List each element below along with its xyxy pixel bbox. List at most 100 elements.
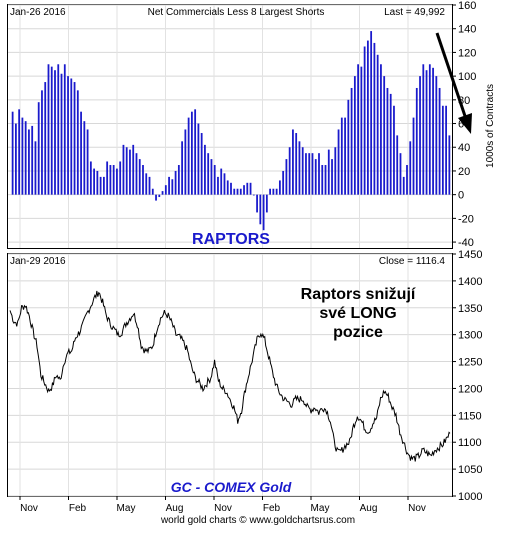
x-tick-label: Feb bbox=[69, 503, 87, 514]
raptors-bar bbox=[106, 161, 109, 195]
raptors-bar bbox=[402, 176, 405, 195]
raptors-bar bbox=[360, 66, 363, 195]
raptors-bar bbox=[112, 165, 115, 195]
raptors-bar bbox=[194, 109, 197, 195]
top-y-tick-label: 120 bbox=[458, 47, 476, 59]
raptors-bar bbox=[21, 117, 24, 195]
raptors-bar bbox=[132, 144, 135, 195]
raptors-bar bbox=[181, 141, 183, 195]
x-tick-label: Feb bbox=[263, 503, 281, 514]
raptors-bar bbox=[161, 191, 164, 195]
raptors-bar bbox=[422, 64, 425, 195]
raptors-bar bbox=[386, 87, 389, 195]
raptors-bar bbox=[298, 141, 301, 195]
bottom-x-axis-ticks: Nov Feb May Aug Nov Feb May Aug Nov bbox=[19, 496, 426, 514]
raptors-bar bbox=[262, 194, 265, 231]
top-last-value-label: Last = 49,992 bbox=[384, 7, 445, 18]
top-y-axis-label: 1000s of Contracts bbox=[485, 84, 496, 168]
raptors-bar bbox=[399, 153, 402, 195]
raptors-bar bbox=[435, 76, 438, 195]
raptors-bar bbox=[204, 144, 206, 195]
raptors-bar bbox=[220, 168, 223, 195]
raptors-bar bbox=[102, 176, 105, 195]
top-date-label: Jan-26 2016 bbox=[10, 7, 66, 18]
raptors-bar bbox=[223, 173, 226, 195]
bottom-date-label: Jan-29 2016 bbox=[10, 256, 66, 267]
raptors-bar bbox=[57, 64, 60, 195]
raptors-bar bbox=[406, 165, 408, 195]
raptors-bar bbox=[197, 123, 200, 195]
top-y-tick-label: 140 bbox=[458, 24, 476, 36]
raptors-bar bbox=[96, 170, 99, 195]
raptors-bar bbox=[73, 82, 76, 195]
raptors-bar bbox=[217, 176, 219, 195]
raptors-bar bbox=[70, 78, 73, 195]
overlay-text-block: Raptors snižují své LONG pozice bbox=[301, 286, 416, 341]
raptors-bar bbox=[380, 64, 382, 195]
raptors-bar bbox=[288, 147, 291, 195]
footer-credit: world gold charts © www.goldchartsrus.co… bbox=[160, 515, 355, 526]
raptors-bar bbox=[448, 135, 451, 195]
top-y-tick-label: 0 bbox=[458, 190, 464, 202]
overlay-line-1: Raptors snižují bbox=[301, 286, 416, 303]
raptors-bar bbox=[236, 188, 239, 195]
raptors-bar bbox=[249, 182, 252, 195]
bottom-panel-gridlines bbox=[8, 253, 452, 497]
raptors-bar bbox=[34, 141, 37, 195]
raptors-bar bbox=[292, 129, 294, 195]
raptors-bar bbox=[432, 67, 434, 195]
raptors-bars bbox=[11, 31, 451, 231]
bottom-y-tick-label: 1000 bbox=[458, 491, 482, 503]
raptors-bar bbox=[370, 31, 373, 195]
bottom-y-tick-label: 1200 bbox=[458, 383, 482, 395]
raptors-bar bbox=[210, 159, 213, 195]
raptors-bar bbox=[301, 147, 304, 195]
raptors-bar bbox=[174, 170, 177, 195]
raptors-bar bbox=[148, 176, 151, 195]
raptors-bar bbox=[63, 64, 66, 195]
raptors-bar bbox=[60, 73, 63, 195]
raptors-bar bbox=[93, 168, 95, 195]
raptors-bar bbox=[278, 180, 281, 195]
raptors-bar bbox=[409, 141, 412, 195]
raptors-bar bbox=[168, 176, 170, 195]
raptors-bar bbox=[269, 188, 271, 195]
raptors-bar bbox=[177, 165, 180, 195]
raptors-bar bbox=[311, 153, 314, 195]
raptors-bar bbox=[252, 194, 255, 196]
raptors-bar bbox=[135, 153, 138, 195]
raptors-bar bbox=[438, 87, 441, 195]
raptors-bar bbox=[334, 147, 337, 195]
raptors-bar bbox=[363, 46, 366, 195]
raptors-bar bbox=[18, 109, 21, 195]
overlay-line-2: své LONG bbox=[319, 305, 396, 322]
raptors-bar bbox=[265, 194, 268, 213]
raptors-bar bbox=[308, 153, 311, 195]
bottom-y-tick-label: 1050 bbox=[458, 464, 482, 476]
raptors-bar bbox=[376, 54, 379, 195]
raptors-bar bbox=[246, 182, 249, 195]
x-tick-label: Nov bbox=[408, 503, 426, 514]
top-y-tick-label: 20 bbox=[458, 166, 470, 178]
x-tick-label: May bbox=[311, 503, 330, 514]
raptors-bar bbox=[230, 182, 232, 195]
raptors-bar bbox=[340, 117, 343, 195]
raptors-bar bbox=[158, 194, 161, 198]
raptors-bar bbox=[151, 188, 154, 195]
top-y-tick-label: 160 bbox=[458, 0, 476, 12]
raptors-bar bbox=[445, 105, 447, 195]
raptors-bar bbox=[99, 176, 102, 195]
raptors-bar bbox=[41, 90, 43, 195]
gold-price-series bbox=[9, 290, 451, 462]
raptors-bar bbox=[213, 165, 216, 195]
raptors-bar bbox=[138, 159, 141, 195]
raptors-bar bbox=[233, 188, 236, 195]
bottom-y-axis-ticks: 1450 1400 1350 1300 1250 1200 1150 1100 1050 1000 bbox=[452, 249, 482, 503]
raptors-bar bbox=[89, 161, 92, 195]
bottom-y-tick-label: 1300 bbox=[458, 330, 482, 342]
gold-annotation: GC - COMEX Gold bbox=[171, 479, 292, 495]
raptors-bar bbox=[389, 93, 392, 195]
raptors-bar bbox=[226, 180, 229, 195]
x-tick-label: Aug bbox=[360, 503, 378, 514]
